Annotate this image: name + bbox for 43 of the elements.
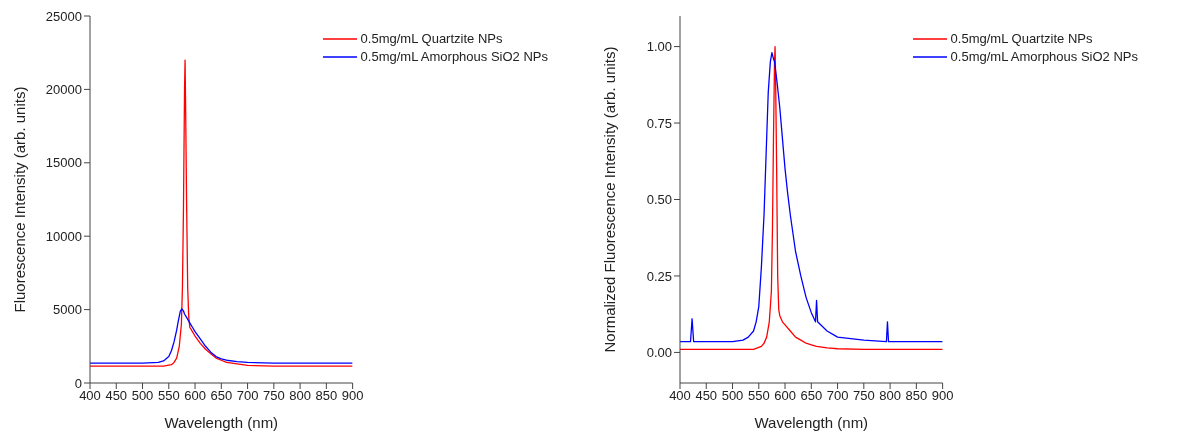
x-tick-label: 850	[905, 388, 928, 404]
legend-label: 0.5mg/mL Quartzite NPs	[360, 30, 503, 48]
y-axis-title: Normalized Fluorescence Intensity (arb. units)	[601, 46, 619, 353]
y-axis-title: Fluorescence Intensity (arb. units)	[11, 86, 29, 313]
x-tick-label: 650	[800, 388, 823, 404]
line-series	[90, 308, 353, 364]
x-tick-label: 900	[931, 388, 954, 404]
x-tick-label: 450	[105, 388, 128, 404]
x-tick-label: 550	[747, 388, 770, 404]
x-axis-title: Wavelength (nm)	[754, 414, 869, 431]
y-tick-label: 1.00	[646, 39, 672, 55]
legend-label: 0.5mg/mL Amorphous SiO2 NPs	[360, 48, 548, 66]
x-tick-label: 800	[879, 388, 901, 404]
x-tick-label: 600	[774, 388, 796, 404]
x-tick-label: 800	[289, 388, 311, 404]
x-tick-label: 600	[184, 388, 206, 404]
x-tick-label: 500	[131, 388, 154, 404]
x-tick-label: 750	[262, 388, 285, 404]
x-tick-label: 650	[210, 388, 233, 404]
x-tick-label: 700	[236, 388, 259, 404]
x-tick-label: 500	[721, 388, 744, 404]
x-tick-label: 900	[341, 388, 364, 404]
y-tick-label: 5000	[53, 302, 82, 318]
y-tick-label: 0.50	[646, 192, 672, 208]
y-tick-label: 15000	[45, 155, 82, 171]
x-tick-label: 400	[79, 388, 101, 404]
y-tick-label: 20000	[45, 82, 82, 98]
legend-label: 0.5mg/mL Amorphous SiO2 NPs	[950, 48, 1138, 66]
y-tick-label: 10000	[45, 228, 82, 244]
y-tick-label: 0	[74, 375, 82, 391]
x-tick-label: 700	[826, 388, 849, 404]
x-tick-label: 750	[852, 388, 875, 404]
y-tick-label: 0.00	[646, 345, 672, 361]
y-tick-label: 0.25	[646, 268, 672, 284]
x-tick-label: 550	[157, 388, 180, 404]
y-tick-label: 0.75	[646, 115, 672, 131]
x-tick-label: 400	[669, 388, 691, 404]
x-tick-label: 450	[695, 388, 718, 404]
legend-label: 0.5mg/mL Quartzite NPs	[950, 30, 1093, 48]
line-series	[90, 59, 353, 367]
y-tick-label: 25000	[45, 8, 82, 24]
x-axis-title: Wavelength (nm)	[164, 414, 279, 431]
x-tick-label: 850	[315, 388, 338, 404]
